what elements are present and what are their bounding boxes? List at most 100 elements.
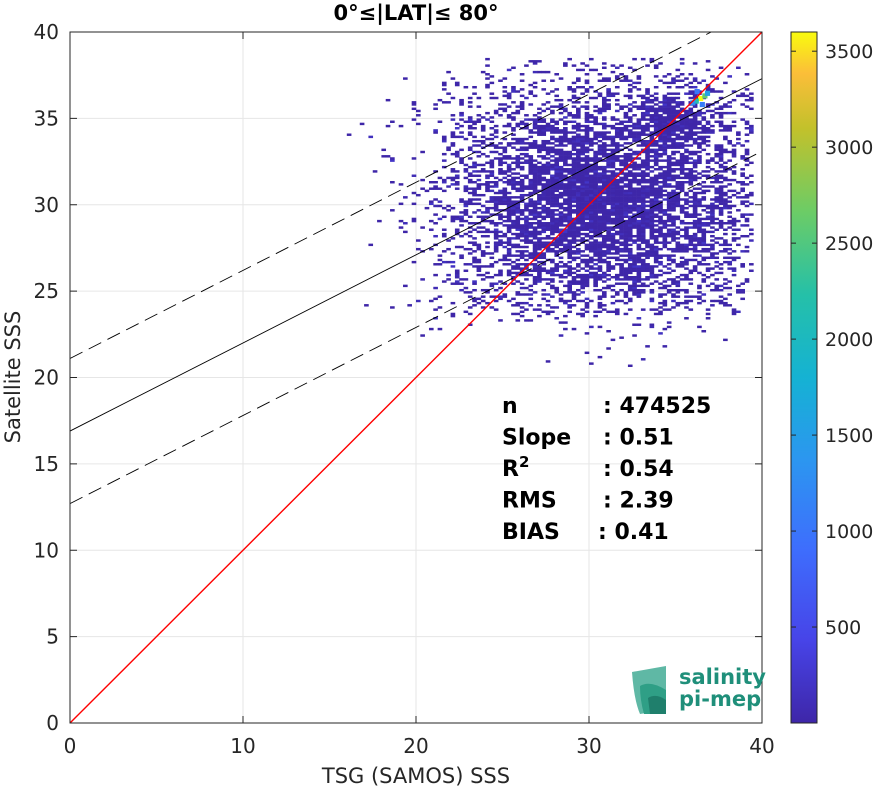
density-cell <box>467 202 473 206</box>
density-cell <box>519 273 525 277</box>
density-cell <box>532 215 538 219</box>
density-cell <box>489 165 495 169</box>
density-cell <box>511 185 516 188</box>
density-cell <box>606 124 611 128</box>
density-cell <box>563 144 568 147</box>
density-cell <box>636 243 642 247</box>
density-cell <box>515 157 521 160</box>
density-cell <box>688 109 694 113</box>
density-cell <box>606 180 611 184</box>
density-cell <box>567 172 572 175</box>
density-cell <box>666 144 672 147</box>
density-cell <box>472 243 477 247</box>
density-cell <box>528 239 534 242</box>
density-cell <box>498 172 503 175</box>
density-cell <box>744 193 750 197</box>
density-cell <box>610 163 616 167</box>
density-cell <box>627 163 633 167</box>
density-cell <box>640 161 646 165</box>
density-cell <box>614 239 620 242</box>
density-cell <box>563 202 568 206</box>
density-cell <box>584 224 590 227</box>
density-cell <box>601 168 607 171</box>
density-cell <box>653 228 659 231</box>
density-cell <box>714 299 720 303</box>
density-cell <box>601 96 607 100</box>
density-cell <box>632 85 637 89</box>
density-cell <box>580 267 585 270</box>
density-cell <box>515 301 521 305</box>
density-cell <box>589 178 594 182</box>
density-cell <box>576 200 581 203</box>
density-cell <box>541 211 547 214</box>
density-cell <box>731 250 737 253</box>
density-cell <box>723 111 728 115</box>
density-cell <box>563 62 568 65</box>
density-cell <box>550 148 555 152</box>
density-cell <box>593 211 598 214</box>
density-cell <box>441 83 447 87</box>
density-cell <box>537 276 542 279</box>
density-cell <box>545 282 551 285</box>
density-cell <box>662 94 668 98</box>
density-cell <box>597 325 603 329</box>
density-cell <box>614 77 620 80</box>
density-cell <box>662 308 668 311</box>
density-cell <box>701 241 707 244</box>
density-cell <box>710 75 715 78</box>
density-cell <box>524 64 529 67</box>
density-cell <box>558 187 564 190</box>
density-cell <box>736 256 741 260</box>
density-cell <box>589 247 594 251</box>
density-cell <box>623 273 629 277</box>
density-cell <box>597 139 603 143</box>
density-cell <box>576 144 581 147</box>
density-cell <box>645 222 650 225</box>
density-cell <box>653 237 659 240</box>
density-cell <box>688 278 694 281</box>
density-cell <box>584 185 590 188</box>
density-cell <box>563 120 568 123</box>
density-cell <box>576 239 581 242</box>
density-cell <box>545 101 551 104</box>
density-cell <box>697 157 702 160</box>
density-cell <box>675 183 681 186</box>
density-cell <box>632 215 637 219</box>
density-cell <box>437 98 443 102</box>
density-cell <box>563 174 568 177</box>
density-cell <box>692 142 698 145</box>
density-cell <box>532 291 538 294</box>
density-cell <box>645 118 650 121</box>
density-cell <box>710 230 715 234</box>
density-cell <box>589 116 594 119</box>
density-cell <box>511 282 516 285</box>
density-cell <box>749 191 754 195</box>
density-cell <box>454 282 460 285</box>
density-cell <box>459 114 464 117</box>
density-cell <box>498 142 503 145</box>
density-cell <box>632 282 637 285</box>
density-cell <box>563 191 568 195</box>
density-cell <box>550 286 555 290</box>
density-cell <box>658 116 663 119</box>
density-cell <box>636 317 642 320</box>
density-cell <box>727 243 733 247</box>
density-cell <box>480 142 486 145</box>
density-cell <box>498 196 503 199</box>
density-cell <box>563 116 568 119</box>
density-cell <box>493 230 499 234</box>
density-cell <box>671 282 676 285</box>
density-cell <box>558 280 564 283</box>
density-cell <box>671 224 676 227</box>
density-cell <box>567 187 572 190</box>
density-cell <box>645 148 650 152</box>
density-cell <box>727 200 733 203</box>
density-cell <box>524 217 529 221</box>
density-cell <box>606 196 611 199</box>
density-cell <box>567 85 572 89</box>
density-cell <box>571 146 577 149</box>
density-cell <box>489 144 495 147</box>
density-cell <box>463 187 469 190</box>
density-cell <box>606 234 611 238</box>
density-cell <box>614 198 620 201</box>
